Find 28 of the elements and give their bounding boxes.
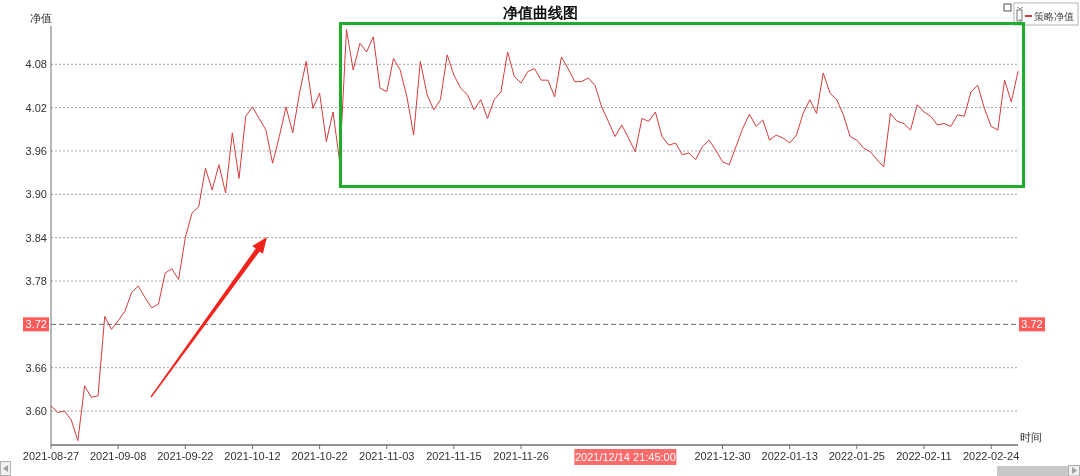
x-tick-label: 2021-12-30 [694, 450, 751, 462]
y-tick-label: 3.84 [25, 231, 47, 244]
x-tick-label: 2021-08-27 [22, 450, 80, 462]
x-tick-label: 2021-11-03 [359, 450, 415, 462]
ylabel: 净值 [30, 12, 52, 24]
x-tick-label: 2021-11-15 [426, 450, 482, 462]
y-tick-label: 3.90 [25, 188, 47, 201]
x-tick-label: 2021-09-22 [157, 450, 214, 462]
y-tick-label: 3.60 [25, 405, 47, 418]
title: 净值曲线图 [502, 4, 578, 21]
x-tick-label: 2022-02-11 [896, 450, 952, 462]
x-tick-label: 2021-10-12 [224, 450, 281, 462]
y-tick-label: 3.78 [25, 275, 47, 287]
x-tick-label: 2022-01-13 [761, 450, 818, 462]
x-tick-label: 2022-01-25 [828, 450, 885, 462]
y-tick-label: 3.66 [25, 361, 47, 374]
x-tick-label: 2022-02-24 [963, 450, 1020, 462]
x-tick-label: 2021-11-26 [493, 450, 549, 462]
xlabel: 时间 [1020, 431, 1042, 443]
legend: 策略净值 [1013, 2, 1079, 26]
y-tick-label: 4.02 [25, 101, 47, 114]
x-tick-label: 2021-10-22 [291, 450, 348, 462]
y-tick-label: 4.08 [25, 58, 47, 71]
x-tick-label: 2021-09-08 [90, 450, 147, 462]
y-cursor-tag: 3.72 [23, 317, 49, 332]
annotation: 2021/12/14 21:45:00 [574, 449, 677, 465]
legend-label: 策略净值 [1034, 10, 1074, 22]
y-tick-label: 3.96 [25, 145, 47, 157]
